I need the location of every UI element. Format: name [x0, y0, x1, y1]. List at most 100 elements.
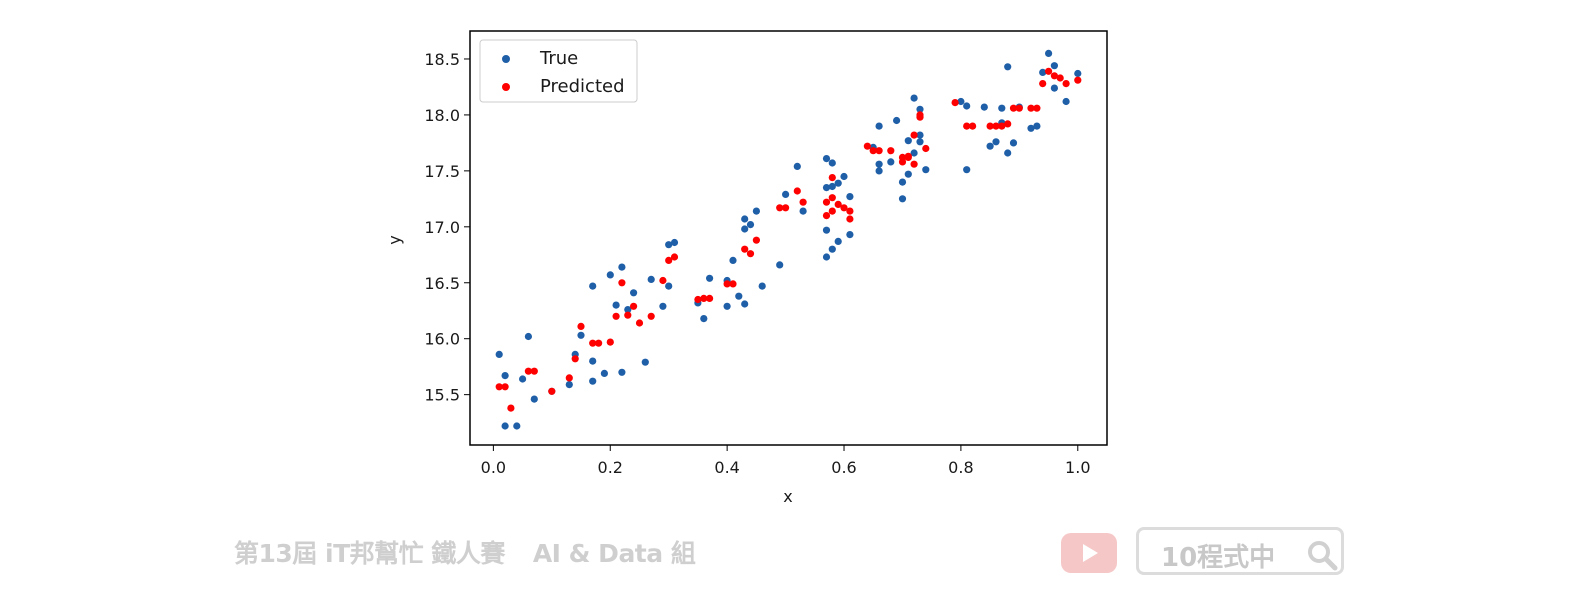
point-predicted-36: [828, 194, 836, 202]
point-true-91: [1074, 69, 1082, 78]
point-true-13: [589, 377, 597, 385]
point-true-87: [1045, 49, 1053, 58]
point-predicted-44: [875, 147, 883, 155]
point-predicted-71: [1074, 76, 1082, 84]
point-predicted-26: [741, 245, 749, 253]
point-predicted-31: [793, 187, 801, 195]
point-true-66: [910, 149, 918, 157]
point-true-15: [606, 271, 614, 279]
point-predicted-60: [998, 122, 1006, 130]
point-true-35: [741, 225, 749, 233]
event-group-text: AI & Data 組: [532, 539, 696, 568]
point-predicted-70: [1062, 80, 1070, 88]
point-true-39: [758, 282, 766, 290]
point-true-65: [904, 170, 912, 178]
point-true-0: [495, 350, 503, 358]
point-true-44: [822, 155, 831, 163]
x-axis-ticks: 0.0 0.2 0.4 0.6 0.8 1.0: [481, 445, 1091, 477]
point-predicted-53: [916, 111, 924, 119]
point-true-55: [846, 193, 854, 201]
point-true-5: [524, 332, 533, 341]
legend-box: [479, 39, 638, 103]
point-predicted-56: [963, 122, 971, 130]
point-predicted-68: [1050, 72, 1058, 80]
point-true-24: [665, 241, 673, 249]
point-true-1: [501, 372, 509, 380]
point-true-33: [735, 292, 743, 300]
point-true-78: [998, 104, 1006, 112]
legend-label-true: True: [539, 48, 578, 69]
point-predicted-2: [507, 404, 515, 412]
series-true-markers: [495, 49, 1082, 430]
legend-marker-predicted: [502, 83, 510, 91]
point-true-54: [846, 231, 854, 239]
point-true-50: [828, 245, 836, 253]
point-true-47: [828, 182, 836, 191]
point-true-77: [992, 138, 1000, 146]
point-true-26: [665, 282, 673, 290]
point-true-16: [612, 301, 620, 309]
y-tick-label-5: 18.0: [424, 106, 460, 125]
point-predicted-17: [647, 312, 655, 320]
point-true-12: [589, 357, 597, 365]
point-true-90: [1062, 97, 1070, 106]
point-true-10: [577, 331, 585, 339]
point-true-21: [641, 358, 649, 366]
y-tick-label-6: 18.5: [424, 50, 460, 69]
point-predicted-23: [706, 294, 714, 302]
point-predicted-35: [828, 174, 836, 182]
point-predicted-55: [951, 99, 959, 107]
point-true-42: [793, 162, 801, 170]
point-true-64: [904, 137, 912, 145]
point-true-2: [501, 422, 509, 430]
point-true-80: [1004, 63, 1012, 71]
x-tick-label-5: 1.0: [1065, 458, 1090, 477]
point-true-40: [776, 261, 784, 269]
point-predicted-8: [577, 322, 585, 330]
point-true-68: [916, 105, 924, 113]
y-tick-label-3: 17.0: [424, 218, 460, 237]
point-true-58: [875, 160, 883, 168]
point-true-53: [840, 172, 848, 181]
point-predicted-5: [548, 387, 556, 395]
point-predicted-22: [700, 294, 708, 302]
point-predicted-12: [612, 312, 620, 320]
x-tick-label-0: 0.0: [481, 458, 506, 477]
point-predicted-32: [799, 198, 807, 206]
point-predicted-11: [606, 338, 614, 346]
point-true-3: [513, 422, 521, 430]
point-true-75: [980, 103, 988, 111]
magnifier-icon: [1308, 541, 1338, 571]
point-true-81: [1004, 149, 1012, 157]
point-predicted-14: [624, 311, 632, 319]
point-predicted-50: [910, 160, 918, 168]
point-true-41: [782, 190, 790, 198]
point-predicted-29: [776, 204, 784, 212]
point-true-89: [1050, 62, 1058, 70]
point-predicted-57: [969, 122, 977, 130]
point-predicted-41: [846, 215, 854, 223]
point-true-74: [963, 166, 971, 174]
point-true-14: [600, 369, 609, 377]
point-true-88: [1050, 84, 1058, 92]
point-true-17: [618, 263, 626, 271]
point-predicted-7: [571, 355, 579, 363]
point-true-20: [630, 289, 638, 297]
point-predicted-15: [630, 302, 638, 310]
point-predicted-13: [618, 279, 626, 287]
point-predicted-28: [752, 236, 761, 244]
point-predicted-21: [694, 295, 702, 304]
point-true-34: [741, 215, 749, 223]
point-predicted-37: [828, 207, 836, 215]
point-predicted-54: [922, 144, 930, 153]
point-true-61: [893, 116, 901, 125]
point-predicted-47: [898, 158, 907, 166]
point-predicted-59: [992, 122, 1000, 130]
y-tick-label-2: 16.5: [424, 274, 460, 293]
x-tick-label-3: 0.6: [831, 458, 856, 477]
point-true-43: [799, 207, 807, 215]
y-tick-label-0: 15.5: [424, 386, 460, 405]
point-true-82: [1009, 139, 1018, 147]
point-true-86: [1039, 68, 1047, 76]
